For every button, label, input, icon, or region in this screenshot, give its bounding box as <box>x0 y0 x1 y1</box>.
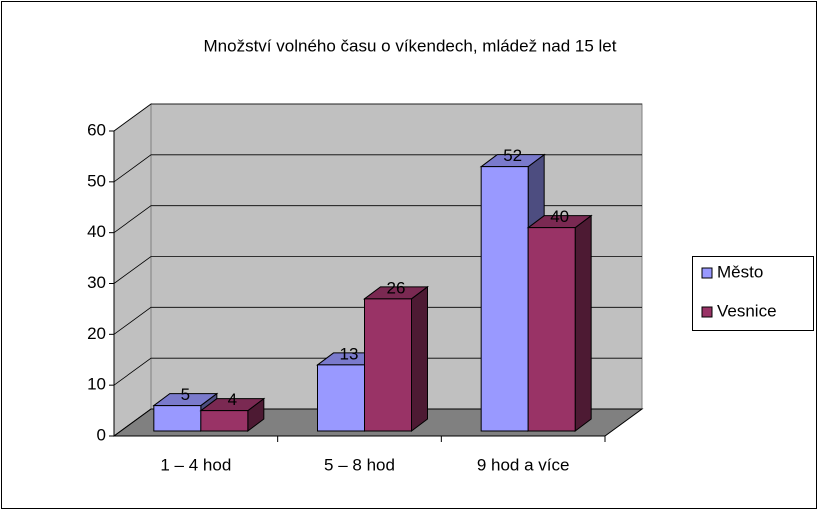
legend-swatch <box>701 267 713 279</box>
grid-line <box>113 408 642 437</box>
bar-front <box>480 166 529 432</box>
y-tick-label: 10 <box>87 375 106 394</box>
bar-side <box>411 285 428 432</box>
legend-swatch <box>701 306 713 318</box>
data-label: 26 <box>387 278 406 297</box>
x-tick-label: 5 – 8 hod <box>324 455 395 474</box>
bar <box>363 285 429 432</box>
grid-line <box>113 103 642 132</box>
legend-box <box>692 256 814 331</box>
grid-line <box>113 256 642 284</box>
data-label: 4 <box>228 390 237 409</box>
y-tick-label: 50 <box>87 171 106 190</box>
x-tick-label: 1 – 4 hod <box>160 455 231 474</box>
bar-front <box>200 410 249 432</box>
chart-title: Množství volného času o víkendech, mláde… <box>204 36 617 55</box>
y-tick-label: 30 <box>87 273 106 292</box>
bar <box>526 214 593 432</box>
x-tick-label: 9 hod a více <box>477 455 570 474</box>
y-tick-label: 40 <box>87 222 106 241</box>
bar-front <box>364 298 412 432</box>
data-label: 13 <box>340 344 359 363</box>
grid-line <box>113 357 642 386</box>
data-label: 5 <box>181 385 190 404</box>
grid-line <box>113 306 642 335</box>
legend-label: Vesnice <box>717 301 777 320</box>
bar-front <box>317 364 365 432</box>
bar-side <box>574 214 592 432</box>
data-label: 52 <box>503 146 522 165</box>
bar <box>199 397 266 432</box>
legend-label: Město <box>717 262 763 281</box>
grid-line <box>113 205 642 233</box>
y-tick-label: 0 <box>97 425 106 444</box>
bar-front <box>153 405 202 432</box>
bar-front <box>527 227 576 432</box>
y-tick-label: 20 <box>87 324 106 343</box>
grid-line <box>113 154 642 183</box>
y-tick-label: 60 <box>87 120 106 139</box>
data-label: 40 <box>550 207 569 226</box>
